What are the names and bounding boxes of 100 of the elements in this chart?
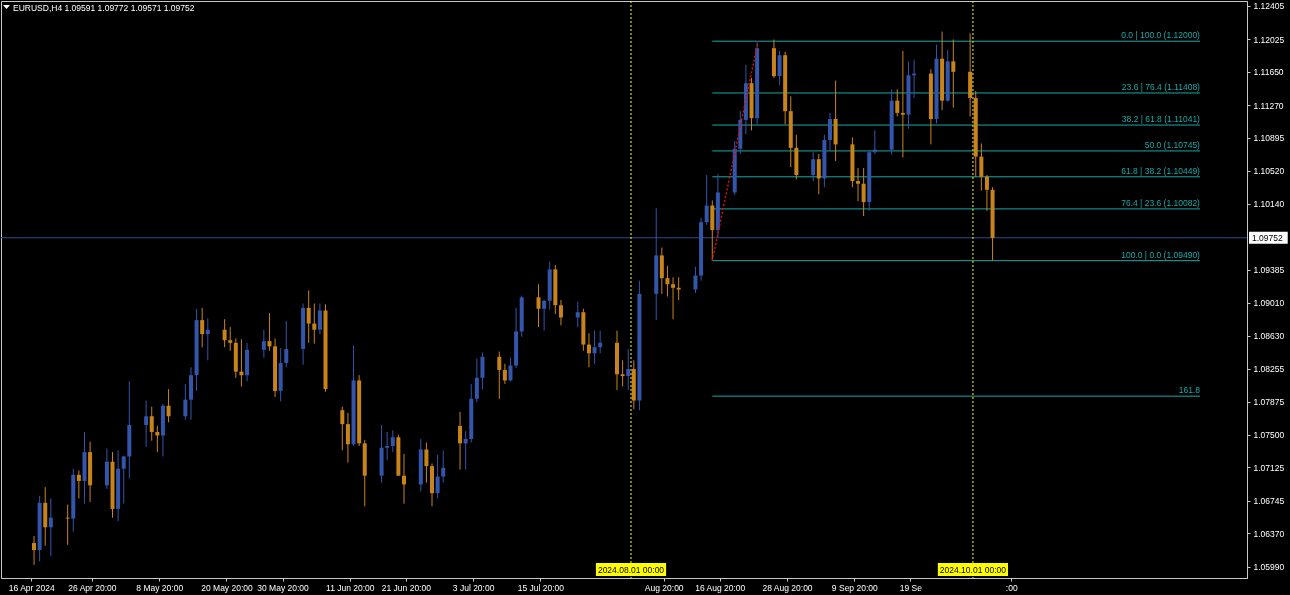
candlestick	[441, 449, 446, 484]
candlestick	[121, 455, 126, 505]
candlestick	[575, 301, 580, 328]
x-tick-label: 16 Aug 20:00	[695, 582, 746, 593]
candlestick	[32, 535, 37, 566]
candlestick	[558, 299, 563, 326]
series-label: 38.2 | 61.8 (1.11041)	[1121, 114, 1201, 125]
candlestick	[345, 412, 350, 464]
chart-title: EURUSD,H4 1.09591 1.09772 1.09571 1.09752	[13, 2, 195, 13]
candlestick	[586, 332, 591, 368]
candlestick	[474, 358, 479, 403]
y-tick-label: 1.07500	[1253, 430, 1285, 441]
x-tick-label: 19 Se	[899, 582, 923, 593]
candlestick	[620, 359, 625, 388]
ref-line-label: 1.09752	[1252, 232, 1283, 243]
x-tick-label: 30 May 20:00	[257, 582, 310, 593]
candlestick	[811, 151, 816, 182]
candlestick	[228, 326, 233, 352]
candlestick	[317, 302, 322, 335]
x-tick-label: 15 Jul 20:00	[517, 582, 565, 593]
candlestick	[816, 153, 821, 195]
candlestick	[665, 265, 670, 297]
candlestick	[267, 312, 272, 352]
candlestick	[984, 174, 989, 212]
candlestick	[401, 453, 406, 505]
y-tick-label: 1.07125	[1253, 462, 1285, 473]
candlestick	[48, 497, 53, 557]
y-tick-label: 1.10895	[1253, 133, 1285, 144]
y-tick-label: 1.05990	[1253, 562, 1285, 573]
series-label: 161.8	[1178, 385, 1201, 396]
candlestick	[828, 112, 832, 151]
candlestick	[65, 504, 70, 546]
candlestick	[671, 276, 676, 320]
series-label: 76.4 | 23.6 (1.10082)	[1121, 197, 1201, 208]
ref-line-label: 2024.10.01 00:00	[939, 564, 1007, 575]
candlestick	[951, 38, 956, 109]
candlestick	[979, 143, 984, 192]
candlestick	[424, 441, 429, 484]
x-tick-label: 8 May 20:00	[136, 582, 184, 593]
candlestick	[284, 320, 289, 368]
y-tick-label: 1.11270	[1253, 100, 1284, 111]
x-tick-label: 16 Apr 2024	[8, 582, 55, 593]
x-tick-label: 20 May 20:00	[201, 582, 253, 593]
candlestick	[861, 167, 866, 217]
candlestick	[222, 318, 227, 348]
candlestick	[676, 276, 681, 301]
x-tick-label: 21 Jun 20:00	[381, 582, 432, 593]
candlestick	[385, 431, 390, 461]
candlestick	[704, 174, 709, 226]
candlestick	[856, 167, 861, 202]
candlestick	[76, 469, 81, 499]
candlestick	[306, 289, 311, 344]
candlestick	[598, 330, 603, 354]
series-label: 23.6 | 76.4 (1.11408)	[1121, 81, 1201, 92]
x-tick-label: 11 Jun 20:00	[326, 582, 375, 593]
y-tick-label: 1.06370	[1253, 528, 1285, 539]
candlestick	[340, 406, 345, 451]
candlestick	[502, 363, 507, 385]
y-tick-label: 1.12405	[1253, 1, 1285, 12]
candlestick	[777, 50, 782, 86]
y-tick-label: 1.10140	[1253, 199, 1285, 210]
candlestick	[463, 430, 468, 471]
candlestick	[104, 448, 109, 490]
series-label: 61.8 | 38.2 (1.10449)	[1121, 165, 1201, 176]
y-tick-label: 1.06745	[1253, 496, 1285, 507]
candlestick	[149, 406, 154, 442]
x-tick-label: Aug 20:00	[644, 582, 684, 593]
x-tick-label: 26 Apr 20:00	[68, 582, 117, 593]
candlestick	[895, 88, 900, 117]
candlestick	[900, 50, 905, 158]
candlestick	[693, 266, 698, 294]
x-tick-label: 28 Aug 20:00	[762, 582, 813, 593]
series-label: 50.0 (1.10745)	[1144, 139, 1201, 150]
y-tick-label: 1.09010	[1253, 298, 1285, 309]
x-tick-label: 3 Jul 20:00	[452, 582, 495, 593]
x-tick-label: :00	[1005, 582, 1018, 593]
series-label: 0.0 | 100.0 (1.12000)	[1121, 30, 1201, 41]
candlestick	[390, 429, 395, 453]
candlestick	[200, 307, 205, 348]
candlestick	[542, 299, 547, 332]
candlestick	[261, 329, 266, 359]
candlestick	[458, 411, 463, 471]
y-tick-label: 1.07875	[1253, 397, 1285, 408]
candlestick	[659, 247, 664, 295]
candlestick	[592, 330, 597, 365]
candlestick	[480, 351, 485, 390]
y-tick-label: 1.11650	[1253, 67, 1284, 78]
candlestick	[536, 283, 541, 328]
candlestick	[205, 317, 210, 361]
y-tick-label: 1.10520	[1253, 166, 1285, 177]
candlestick	[166, 388, 171, 423]
y-tick-label: 1.08255	[1253, 364, 1285, 375]
candlestick	[144, 400, 149, 448]
series-label: 100.0 | 0.0 (1.09490)	[1121, 249, 1201, 260]
y-tick-label: 1.09385	[1253, 265, 1285, 276]
y-tick-label: 1.12025	[1253, 34, 1285, 45]
candlestick	[626, 348, 631, 391]
y-tick-label: 1.08630	[1253, 331, 1285, 342]
candlestick	[183, 383, 188, 421]
candlestick	[312, 302, 317, 345]
